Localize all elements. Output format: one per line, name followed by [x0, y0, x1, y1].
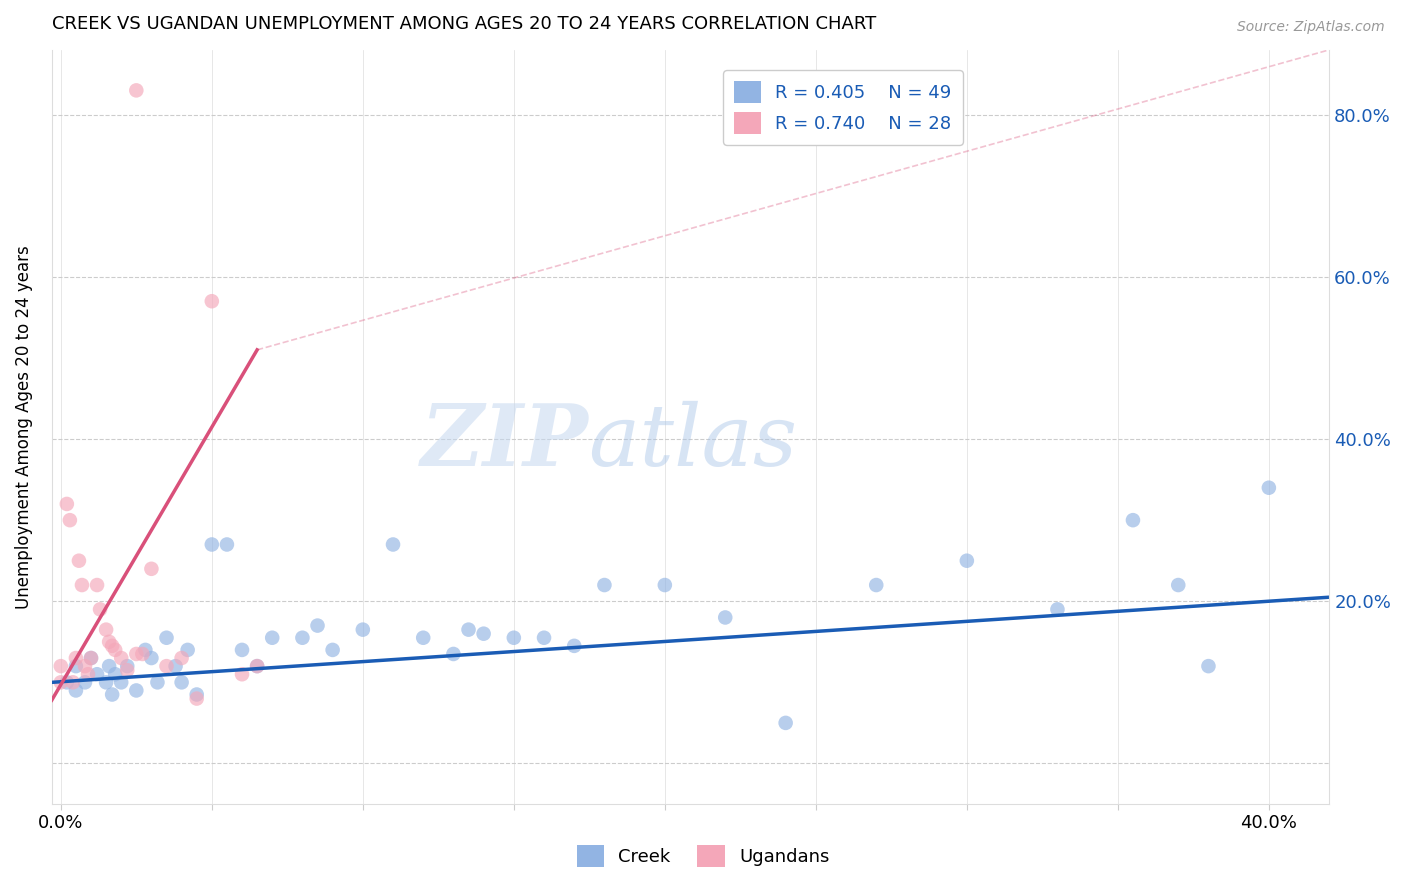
Point: [533, 631, 555, 645]
Point: [134, 643, 156, 657]
Text: ZIP: ZIP: [420, 401, 588, 483]
Point: [98, 635, 121, 649]
Point: [201, 537, 224, 551]
Point: [94, 675, 117, 690]
Point: [186, 691, 208, 706]
Point: [714, 610, 737, 624]
Point: [146, 675, 169, 690]
Point: [62, 675, 84, 690]
Point: [956, 554, 979, 568]
Point: [101, 639, 124, 653]
Point: [155, 631, 177, 645]
Point: [104, 667, 127, 681]
Point: [125, 647, 148, 661]
Point: [89, 602, 111, 616]
Point: [49, 675, 72, 690]
Point: [201, 294, 224, 309]
Point: [94, 623, 117, 637]
Y-axis label: Unemployment Among Ages 20 to 24 years: Unemployment Among Ages 20 to 24 years: [15, 245, 32, 608]
Point: [65, 683, 87, 698]
Point: [322, 643, 344, 657]
Point: [73, 675, 96, 690]
Point: [165, 659, 187, 673]
Point: [231, 667, 253, 681]
Point: [70, 578, 93, 592]
Point: [125, 683, 148, 698]
Point: [1257, 481, 1279, 495]
Point: [59, 513, 82, 527]
Point: [441, 647, 464, 661]
Point: [186, 688, 208, 702]
Point: [110, 651, 132, 665]
Point: [80, 651, 103, 665]
Point: [382, 537, 405, 551]
Point: [352, 623, 374, 637]
Point: [1198, 659, 1220, 673]
Legend: Creek, Ugandans: Creek, Ugandans: [569, 838, 837, 874]
Point: [141, 562, 163, 576]
Point: [562, 639, 585, 653]
Point: [215, 537, 238, 551]
Point: [502, 631, 524, 645]
Point: [56, 497, 79, 511]
Text: CREEK VS UGANDAN UNEMPLOYMENT AMONG AGES 20 TO 24 YEARS CORRELATION CHART: CREEK VS UGANDAN UNEMPLOYMENT AMONG AGES…: [52, 15, 876, 33]
Point: [65, 651, 87, 665]
Point: [86, 578, 108, 592]
Point: [67, 554, 90, 568]
Point: [176, 643, 198, 657]
Point: [125, 83, 148, 97]
Point: [170, 651, 193, 665]
Point: [654, 578, 676, 592]
Point: [110, 675, 132, 690]
Point: [49, 659, 72, 673]
Point: [412, 631, 434, 645]
Point: [593, 578, 616, 592]
Text: atlas: atlas: [588, 401, 797, 483]
Point: [262, 631, 284, 645]
Point: [73, 659, 96, 673]
Point: [77, 667, 100, 681]
Point: [56, 675, 79, 690]
Point: [117, 659, 139, 673]
Point: [101, 688, 124, 702]
Point: [131, 647, 153, 661]
Point: [1046, 602, 1069, 616]
Point: [457, 623, 479, 637]
Point: [98, 659, 121, 673]
Point: [775, 715, 797, 730]
Point: [231, 643, 253, 657]
Point: [1122, 513, 1144, 527]
Point: [80, 651, 103, 665]
Point: [86, 667, 108, 681]
Text: Source: ZipAtlas.com: Source: ZipAtlas.com: [1237, 20, 1385, 34]
Point: [865, 578, 887, 592]
Point: [65, 659, 87, 673]
Point: [246, 659, 269, 673]
Point: [246, 659, 269, 673]
Legend: R = 0.405    N = 49, R = 0.740    N = 28: R = 0.405 N = 49, R = 0.740 N = 28: [723, 70, 963, 145]
Point: [1167, 578, 1189, 592]
Point: [141, 651, 163, 665]
Point: [155, 659, 177, 673]
Point: [104, 643, 127, 657]
Point: [117, 663, 139, 677]
Point: [170, 675, 193, 690]
Point: [291, 631, 314, 645]
Point: [472, 626, 495, 640]
Point: [307, 618, 329, 632]
